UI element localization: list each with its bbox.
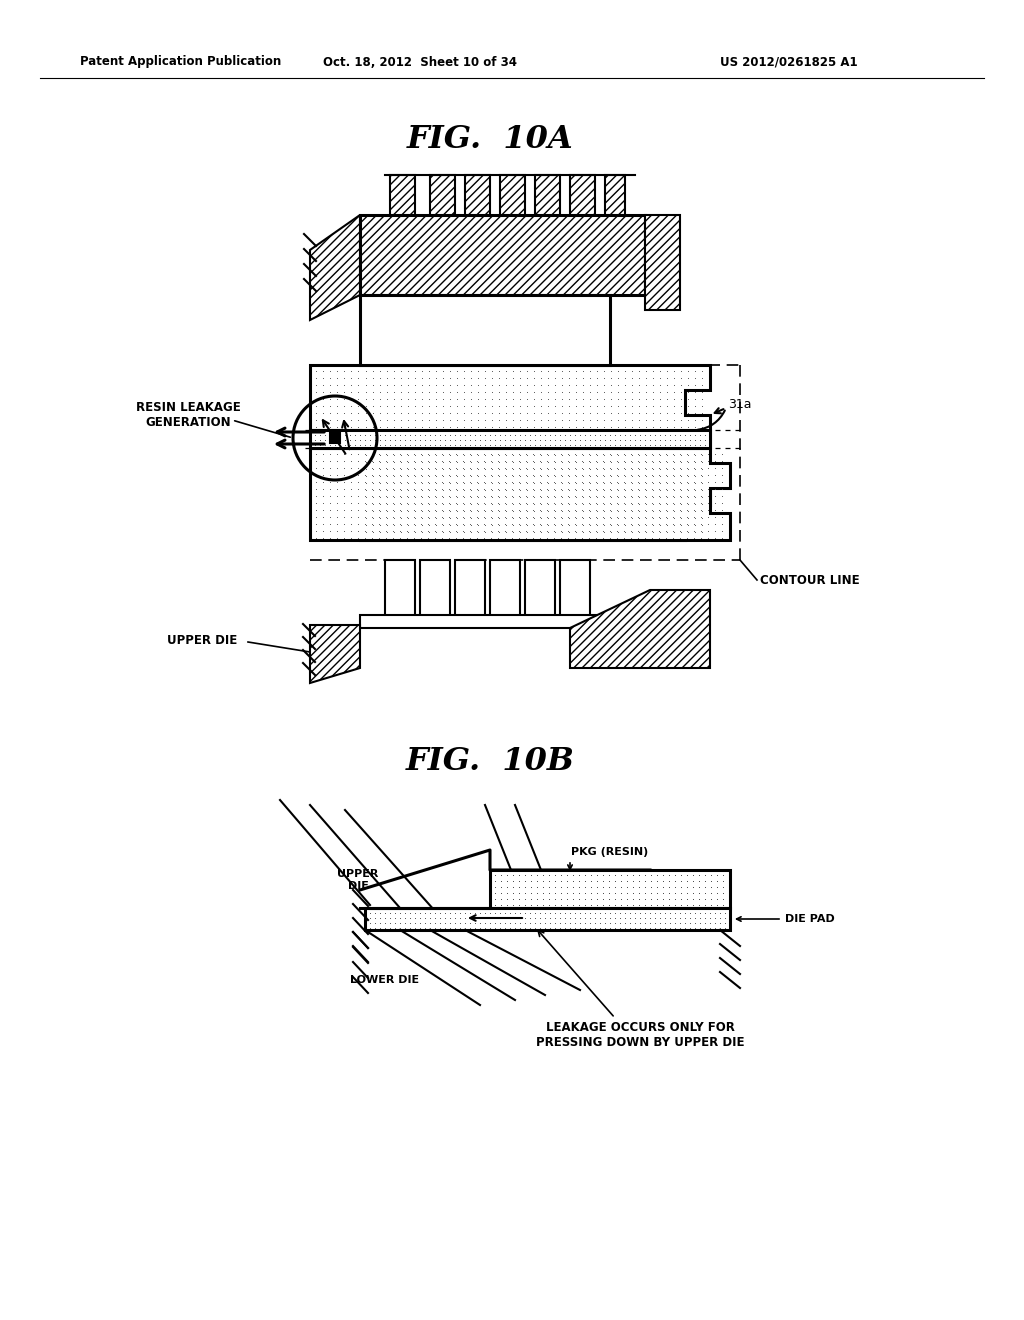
Bar — [420, 560, 450, 620]
Text: RESIN LEAKAGE
GENERATION: RESIN LEAKAGE GENERATION — [135, 401, 241, 429]
Bar — [430, 176, 455, 215]
Text: Oct. 18, 2012  Sheet 10 of 34: Oct. 18, 2012 Sheet 10 of 34 — [323, 55, 517, 69]
Bar — [465, 176, 490, 215]
Bar — [560, 560, 590, 620]
Text: CONTOUR LINE: CONTOUR LINE — [760, 573, 859, 586]
Bar — [500, 176, 525, 215]
Bar — [365, 908, 730, 931]
Bar — [385, 560, 415, 620]
Polygon shape — [310, 624, 360, 682]
Bar — [360, 294, 610, 366]
Bar — [535, 176, 560, 215]
Text: FIG.  10A: FIG. 10A — [407, 124, 573, 156]
Text: LOWER DIE: LOWER DIE — [350, 975, 420, 985]
Text: UPPER DIE: UPPER DIE — [167, 634, 238, 647]
Text: FIG.  10B: FIG. 10B — [406, 747, 574, 777]
Polygon shape — [310, 215, 360, 319]
Text: DIE PAD: DIE PAD — [785, 913, 835, 924]
Text: 31a: 31a — [728, 399, 752, 412]
Bar — [525, 560, 555, 620]
Bar — [490, 870, 730, 908]
Polygon shape — [310, 366, 710, 540]
Bar — [390, 176, 415, 215]
Bar — [605, 176, 625, 215]
Text: UPPER
DIE: UPPER DIE — [337, 869, 379, 891]
Bar — [310, 430, 710, 447]
Bar — [360, 615, 700, 628]
Bar — [570, 176, 595, 215]
Text: LEAKAGE OCCURS ONLY FOR
PRESSING DOWN BY UPPER DIE: LEAKAGE OCCURS ONLY FOR PRESSING DOWN BY… — [536, 1020, 744, 1049]
Polygon shape — [310, 447, 730, 540]
Bar — [455, 560, 485, 620]
Bar — [330, 433, 340, 444]
Polygon shape — [570, 590, 710, 668]
Text: PKG (RESIN): PKG (RESIN) — [571, 847, 648, 857]
Bar — [645, 215, 680, 310]
Bar — [360, 215, 645, 294]
Bar — [490, 560, 520, 620]
Text: US 2012/0261825 A1: US 2012/0261825 A1 — [720, 55, 858, 69]
Text: Patent Application Publication: Patent Application Publication — [80, 55, 282, 69]
